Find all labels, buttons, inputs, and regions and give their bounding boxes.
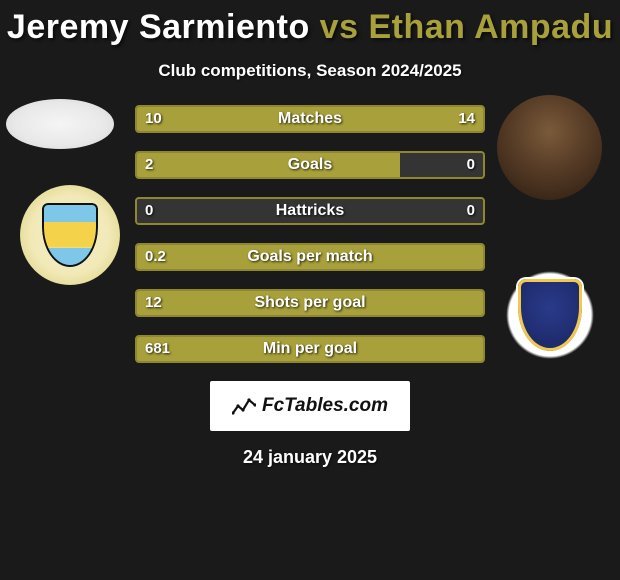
player2-club-crest: [500, 265, 600, 365]
branding-text: FcTables.com: [262, 395, 388, 417]
stat-label: Hattricks: [137, 202, 483, 220]
title-player1: Jeremy Sarmiento: [7, 8, 310, 46]
player2-photo: [497, 95, 602, 200]
stat-row: Matches1014: [135, 105, 485, 133]
title-vs: vs: [320, 8, 359, 46]
stat-bar-p1: [137, 153, 400, 177]
branding-badge: FcTables.com: [210, 381, 410, 431]
stat-bar-p2: [282, 107, 483, 131]
stat-value-p1: 0: [145, 202, 153, 219]
stat-row: Shots per goal12: [135, 289, 485, 317]
branding-icon: [232, 396, 256, 416]
stat-bar-p1: [137, 107, 282, 131]
comparison-title: Jeremy Sarmiento vs Ethan Ampadu: [0, 0, 620, 47]
player1-photo: [6, 99, 114, 149]
stat-bars: Matches1014Goals20Hattricks00Goals per m…: [135, 105, 485, 363]
stat-value-p2: 0: [467, 202, 475, 219]
comparison-stage: Matches1014Goals20Hattricks00Goals per m…: [0, 105, 620, 363]
stat-row: Goals20: [135, 151, 485, 179]
stat-value-p2: 0: [467, 156, 475, 173]
title-player2: Ethan Ampadu: [368, 8, 613, 46]
player1-club-crest: [20, 185, 120, 285]
stat-row: Min per goal681: [135, 335, 485, 363]
stat-bar-p1: [137, 337, 483, 361]
stat-row: Goals per match0.2: [135, 243, 485, 271]
stat-bar-p1: [137, 291, 483, 315]
stat-row: Hattricks0 0: [135, 197, 485, 225]
comparison-subtitle: Club competitions, Season 2024/2025: [0, 61, 620, 81]
stat-bar-p1: [137, 245, 483, 269]
comparison-date: 24 january 2025: [0, 447, 620, 468]
